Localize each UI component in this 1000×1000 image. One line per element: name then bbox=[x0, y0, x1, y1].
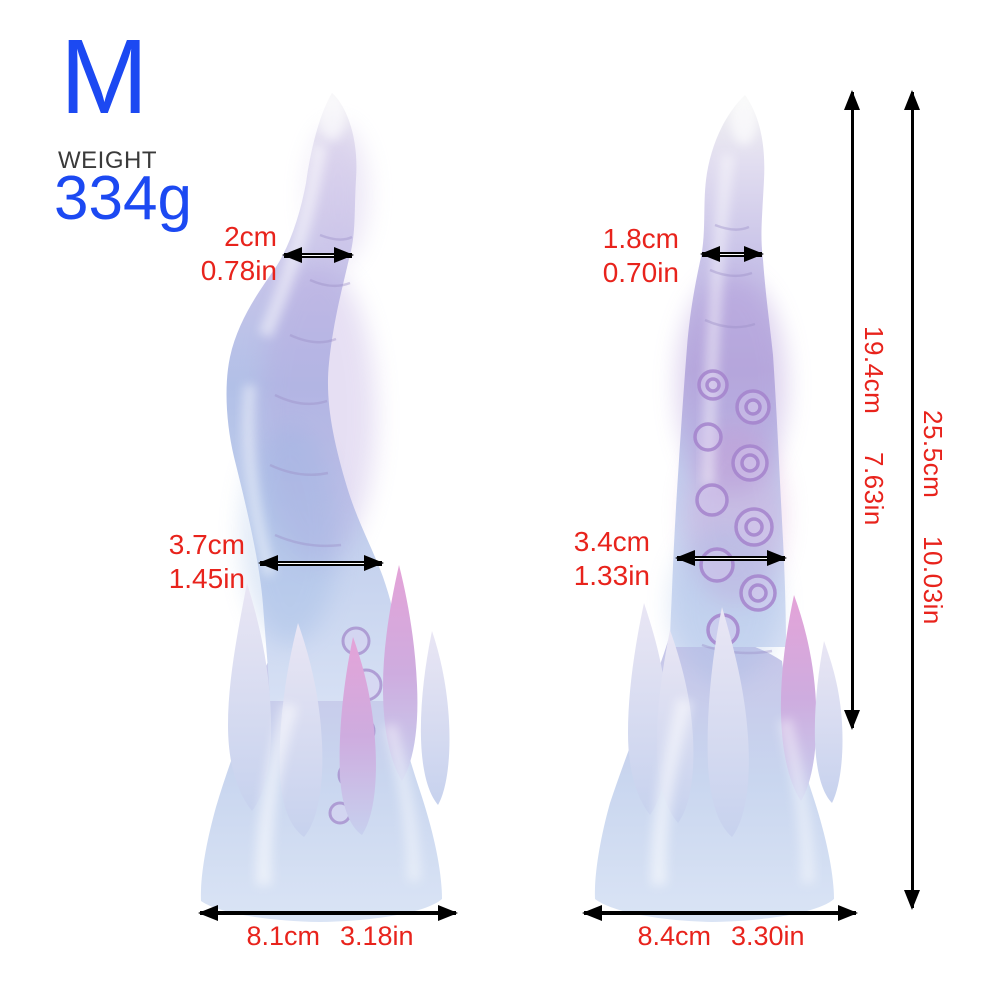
inner-height-in: 7.63in bbox=[859, 452, 889, 526]
right-mid-width-cm: 3.4cm bbox=[573, 526, 650, 557]
left-tip-width-cm: 2cm bbox=[224, 221, 277, 252]
inner-height-arrow bbox=[844, 90, 860, 730]
total-height-cm: 25.5cm bbox=[918, 410, 948, 499]
total-height-arrow bbox=[904, 90, 920, 910]
weight-value: 334g bbox=[54, 164, 192, 233]
left-base-width-label: 8.1cm 3.18in bbox=[190, 921, 470, 952]
left-base-width-arrow bbox=[198, 904, 458, 921]
right-base-width-arrow bbox=[582, 904, 858, 921]
left-tentacle-illustration bbox=[200, 89, 450, 922]
skin-wrinkles bbox=[269, 233, 353, 548]
left-base-width-cm: 8.1cm bbox=[246, 921, 320, 951]
left-mid-width-cm: 3.7cm bbox=[168, 529, 245, 560]
right-tip-width-cm: 1.8cm bbox=[602, 223, 679, 254]
weight-label: WEIGHT bbox=[58, 147, 157, 174]
left-base-width-in: 3.18in bbox=[339, 921, 414, 951]
right-base-width-in: 3.30in bbox=[730, 921, 805, 951]
right-mid-width-label: 3.4cm 1.33in bbox=[513, 525, 650, 593]
inner-height-cm: 19.4cm bbox=[859, 326, 889, 415]
right-base-width-label: 8.4cm 3.30in bbox=[581, 921, 861, 952]
right-tip-width-arrow bbox=[700, 246, 764, 262]
left-tip-width-in: 0.78in bbox=[200, 255, 277, 286]
right-tip-width-label: 1.8cm 0.70in bbox=[545, 222, 679, 290]
right-mid-width-in: 1.33in bbox=[573, 560, 650, 591]
right-mid-width-arrow bbox=[675, 550, 787, 566]
right-tentacle-illustration bbox=[594, 89, 843, 922]
inner-height-label: 19.4cm 7.63in bbox=[858, 326, 889, 526]
base-spikes bbox=[228, 565, 450, 837]
size-label: M bbox=[60, 18, 149, 136]
left-mid-width-arrow bbox=[258, 555, 384, 571]
total-height-in: 10.03in bbox=[918, 536, 948, 625]
left-tip-width-label: 2cm 0.78in bbox=[140, 220, 277, 288]
left-tip-width-arrow bbox=[282, 247, 354, 263]
skin-wrinkles bbox=[701, 223, 773, 655]
base-spikes bbox=[628, 595, 843, 837]
left-mid-width-label: 3.7cm 1.45in bbox=[108, 528, 245, 596]
total-height-label: 25.5cm 10.03in bbox=[917, 410, 948, 625]
left-mid-width-in: 1.45in bbox=[168, 563, 245, 594]
right-tip-width-in: 0.70in bbox=[602, 257, 679, 288]
right-base-width-cm: 8.4cm bbox=[637, 921, 711, 951]
